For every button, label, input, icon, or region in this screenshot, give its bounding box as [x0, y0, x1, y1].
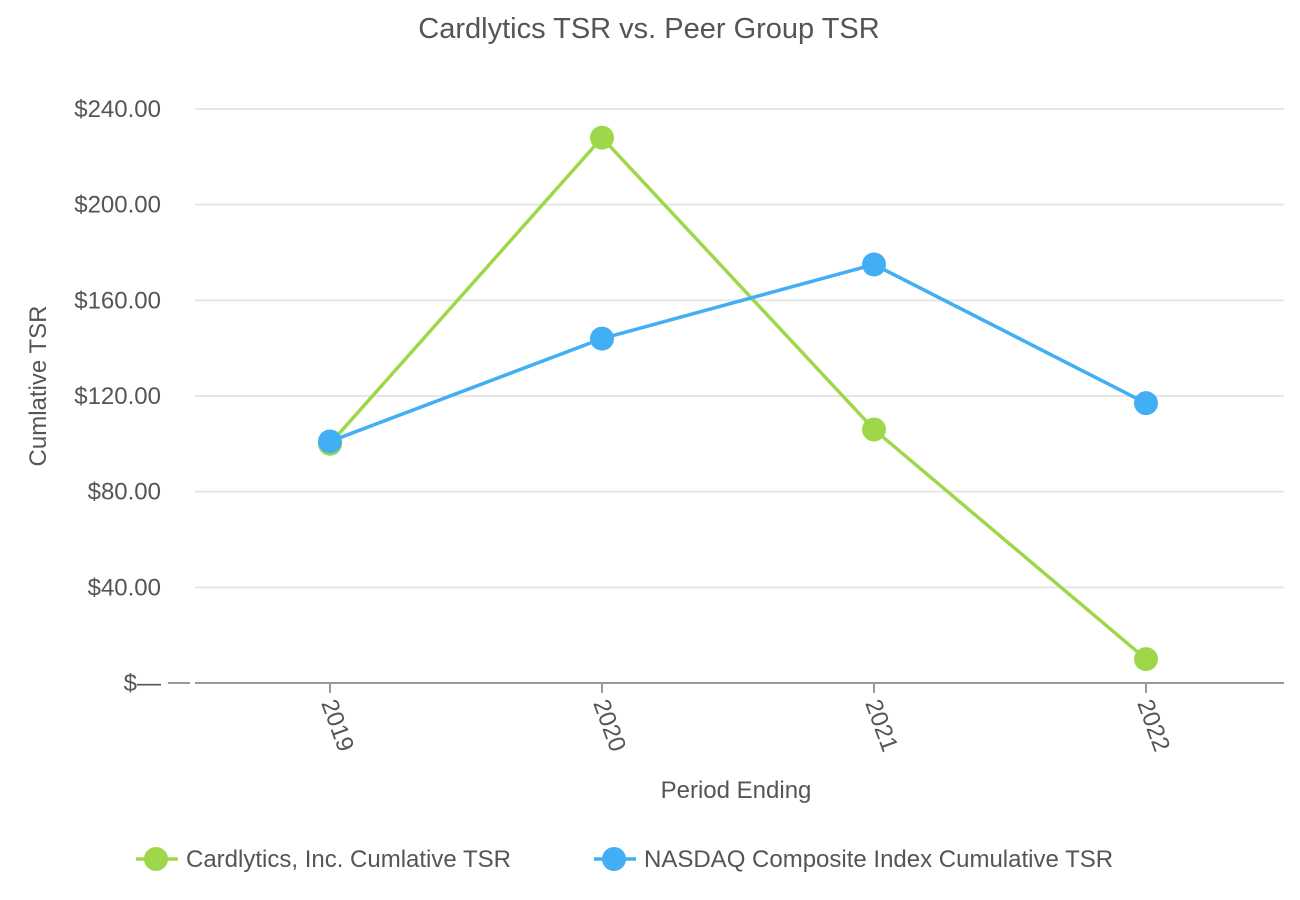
series-line [329, 262, 1147, 444]
y-tick-label: $240.00 [74, 96, 161, 123]
x-tick-label: 2020 [587, 696, 631, 755]
series-2 [318, 252, 1158, 454]
data-point[interactable] [862, 417, 886, 442]
y-axis-label: Cumlative TSR [25, 306, 52, 467]
y-tick-label: $120.00 [74, 383, 161, 410]
series-line [328, 135, 1148, 661]
data-point[interactable] [318, 429, 342, 454]
data-point[interactable] [862, 252, 886, 277]
legend: Cardlytics, Inc. Cumlative TSR NASDAQ Com… [136, 846, 1113, 873]
data-point[interactable] [1134, 391, 1158, 416]
series [318, 125, 1158, 672]
legend-item[interactable]: NASDAQ Composite Index Cumulative TSR [594, 846, 1113, 873]
y-tick-label: $160.00 [74, 287, 161, 314]
y-tick-label: $— [124, 670, 161, 697]
x-axis-ticks: 2019 2020 2021 2022 [315, 683, 1175, 755]
y-tick-label: $200.00 [74, 192, 161, 219]
legend-label: Cardlytics, Inc. Cumlative TSR [186, 846, 511, 873]
x-tick-label: 2019 [315, 696, 359, 755]
y-axis-ticks: $— $40.00 $80.00 $120.00 $160.00 $200.00 $240.… [74, 96, 190, 697]
legend-item[interactable]: Cardlytics, Inc. Cumlative TSR [136, 846, 511, 873]
y-tick-label: $80.00 [88, 479, 161, 506]
chart-title: Cardlytics TSR vs. Peer Group TSR [418, 13, 879, 45]
x-axis-label: Period Ending [661, 777, 812, 804]
legend-label: NASDAQ Composite Index Cumulative TSR [644, 846, 1113, 873]
data-point[interactable] [590, 125, 614, 150]
data-point[interactable] [590, 326, 614, 351]
x-tick-label: 2021 [859, 696, 903, 755]
gridlines [195, 108, 1284, 589]
y-tick-label: $40.00 [88, 574, 161, 601]
legend-marker [144, 847, 168, 871]
x-tick-label: 2022 [1131, 696, 1175, 755]
data-point[interactable] [1134, 647, 1158, 672]
legend-marker [602, 847, 626, 871]
